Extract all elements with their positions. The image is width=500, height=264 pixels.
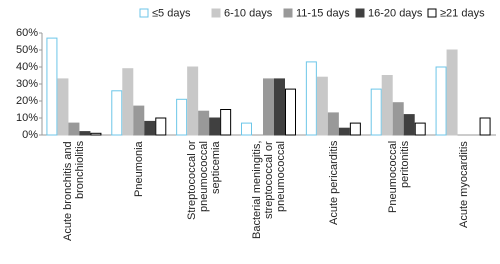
bar: [57, 78, 69, 136]
legend-label: ≥21 days: [440, 7, 485, 19]
y-tick-label: 40%: [16, 61, 38, 73]
bar: [479, 117, 491, 136]
legend-swatch: [139, 8, 149, 18]
bar: [316, 76, 328, 136]
bar: [176, 98, 188, 136]
bar: [370, 88, 382, 136]
bar: [305, 61, 317, 136]
bar: [285, 88, 296, 136]
bar: [392, 102, 404, 136]
bar: [68, 122, 80, 136]
x-tick-label: Pneumonia: [133, 141, 146, 197]
bar: [274, 78, 285, 136]
bar: [144, 120, 156, 136]
legend-swatch: [427, 8, 437, 18]
x-tick-label: Acute bronchitis and bronchiolitis: [62, 141, 87, 241]
x-tick-label: Acute pericarditis: [327, 141, 340, 226]
bar: [435, 66, 447, 136]
y-tick-label: 0%: [22, 129, 38, 141]
x-tick-label: Streptococcal or pneumococcal septicemia: [186, 141, 223, 221]
legend-label: 11-15 days: [296, 7, 350, 19]
bar: [198, 110, 210, 136]
bar: [414, 122, 426, 136]
legend-label: 6-10 days: [224, 7, 273, 19]
y-tick-label: 10%: [16, 112, 38, 124]
bar: [155, 117, 167, 136]
bar: [111, 90, 123, 136]
x-tick-label: Pneumococcal peritonitis: [386, 141, 411, 214]
bar: [403, 114, 415, 136]
bar: [187, 66, 199, 136]
y-tick-label: 20%: [16, 95, 38, 107]
bar: [446, 49, 458, 136]
bar: [79, 131, 91, 136]
y-tick-label: 30%: [16, 78, 38, 90]
legend-swatch: [211, 8, 221, 18]
x-tick-label: Bacterial meningitis, streptococcal or p…: [251, 141, 287, 240]
bar: [209, 117, 221, 136]
legend-swatch: [355, 8, 365, 18]
bar: [133, 105, 145, 136]
legend-swatch: [283, 8, 293, 18]
bar: [327, 112, 339, 136]
bar: [122, 68, 134, 136]
bar: [381, 75, 393, 136]
bar: [241, 122, 252, 136]
bar: [263, 78, 274, 136]
y-tick-label: 60%: [16, 27, 38, 39]
legend-label: ≤5 days: [152, 7, 191, 19]
x-tick-label: Acute myocarditis: [457, 141, 470, 228]
y-tick-label: 50%: [16, 44, 38, 56]
bar: [46, 37, 58, 136]
bar: [90, 132, 102, 136]
bar: [338, 127, 350, 136]
bar: [220, 109, 232, 136]
bar: [349, 122, 361, 136]
legend-label: 16-20 days: [368, 7, 423, 19]
